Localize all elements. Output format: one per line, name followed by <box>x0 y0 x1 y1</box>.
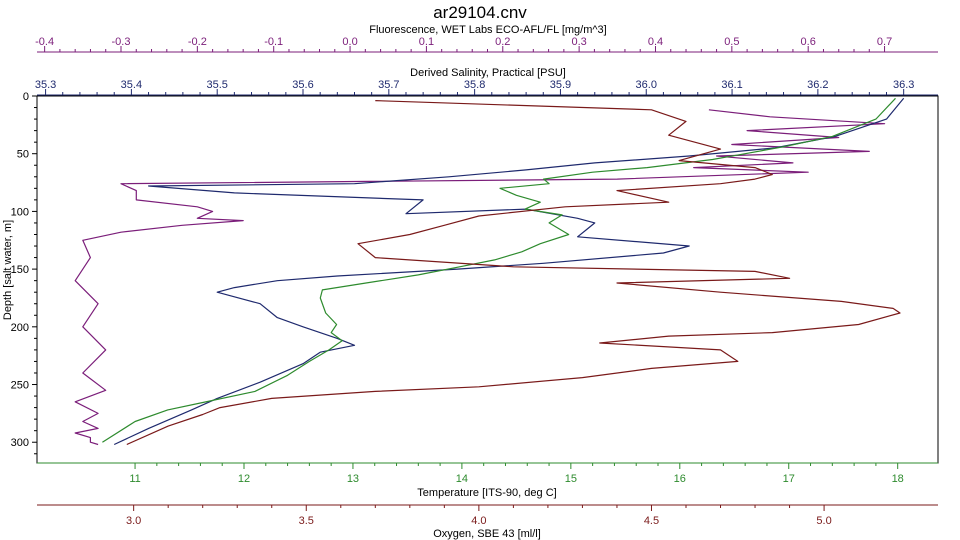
oxygen-axis-label: Oxygen, SBE 43 [ml/l] <box>433 528 541 540</box>
oxygen-axis: 3.0 3.5 4.0 4.5 5.0 <box>37 504 938 527</box>
temperature-tick-label: 11 <box>129 473 140 485</box>
temperature-axis: 11 12 13 14 15 16 17 18 <box>37 462 938 485</box>
depth-tick-label: 0 <box>23 91 29 103</box>
salinity-tick-label: 36.2 <box>807 79 828 91</box>
depth-tick-label: 300 <box>11 437 29 449</box>
fluorescence-tick-label: 0.0 <box>342 36 357 48</box>
fluorescence-tick-label: 0.4 <box>648 36 663 48</box>
fluorescence-tick-label: 0.2 <box>495 36 510 48</box>
temperature-tick-label: 18 <box>892 473 904 485</box>
oxygen-profile-line <box>126 100 901 446</box>
temperature-profile-line <box>102 97 896 443</box>
oxygen-tick-label: 3.5 <box>299 515 314 527</box>
depth-tick-label: 200 <box>11 322 29 334</box>
salinity-tick-label: 35.8 <box>464 79 485 91</box>
depth-tick-label: 100 <box>11 206 29 218</box>
salinity-tick-label: 35.5 <box>206 79 227 91</box>
oxygen-tick-label: 3.0 <box>126 515 141 527</box>
depth-tick-label: 150 <box>11 264 29 276</box>
fluorescence-tick-label: 0.6 <box>801 36 816 48</box>
temperature-tick-label: 13 <box>347 473 359 485</box>
salinity-tick-label: 35.4 <box>121 79 142 91</box>
salinity-tick-label: 35.3 <box>35 79 56 91</box>
temperature-tick-label: 15 <box>565 473 577 485</box>
temperature-tick-label: 17 <box>783 473 795 485</box>
temperature-tick-label: 16 <box>674 473 686 485</box>
oxygen-tick-label: 5.0 <box>816 515 831 527</box>
salinity-tick-label: 36.1 <box>721 79 742 91</box>
salinity-tick-label: 35.9 <box>550 79 571 91</box>
temperature-axis-label: Temperature [ITS-90, deg C] <box>417 487 556 499</box>
fluorescence-axis: -0.4 -0.3 -0.2 -0.1 0.0 0.1 0.2 0.3 0.4 0.5 0.6 0.7 <box>35 36 938 53</box>
fluorescence-tick-label: -0.4 <box>35 36 54 48</box>
salinity-tick-label: 36.0 <box>636 79 657 91</box>
fluorescence-axis-label: Fluorescence, WET Labs ECO-AFL/FL [mg/m^… <box>369 24 606 36</box>
series-lines <box>74 97 905 446</box>
fluorescence-tick-label: -0.3 <box>112 36 131 48</box>
temperature-tick-label: 14 <box>456 473 468 485</box>
depth-axis-label: Depth [salt water, m] <box>2 220 14 320</box>
oxygen-tick-label: 4.0 <box>471 515 486 527</box>
temperature-tick-label: 12 <box>238 473 250 485</box>
salinity-axis-label: Derived Salinity, Practical [PSU] <box>410 67 566 79</box>
salinity-axis: 35.3 35.4 35.5 35.6 35.7 35.8 35.9 36.0 36.1 36.2… <box>35 79 938 96</box>
fluorescence-profile-line <box>74 109 886 446</box>
depth-tick-label: 250 <box>11 380 29 392</box>
salinity-tick-label: 36.3 <box>893 79 914 91</box>
depth-tick-label: 50 <box>17 149 29 161</box>
fluorescence-tick-label: -0.1 <box>264 36 283 48</box>
fluorescence-tick-label: 0.1 <box>419 36 434 48</box>
salinity-tick-label: 35.7 <box>378 79 399 91</box>
fluorescence-tick-label: -0.2 <box>188 36 207 48</box>
depth-axis: 0 50 100 150 200 250 300 <box>11 91 37 455</box>
chart-title: ar29104.cnv <box>433 3 527 22</box>
salinity-tick-label: 35.6 <box>292 79 313 91</box>
oxygen-tick-label: 4.5 <box>644 515 659 527</box>
fluorescence-tick-label: 0.7 <box>877 36 892 48</box>
fluorescence-tick-label: 0.3 <box>571 36 586 48</box>
fluorescence-tick-label: 0.5 <box>724 36 739 48</box>
